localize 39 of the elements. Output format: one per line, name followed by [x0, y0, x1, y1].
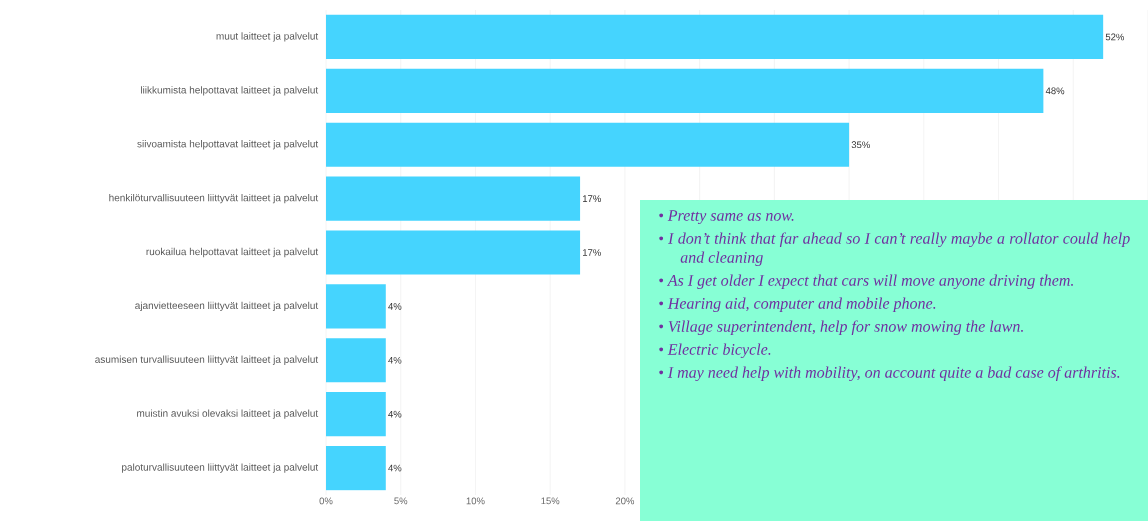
data-label: 17%	[583, 195, 601, 202]
y-tick-label: asumisen turvallisuuteen liittyvät laitteet ja palvelut	[95, 355, 319, 365]
data-label: 4%	[388, 356, 402, 364]
y-tick-label: paloturvallisuuteen liittyvät laitteet ja palvelut	[122, 463, 319, 473]
data-label: 17%	[583, 249, 601, 256]
data-label: 4%	[388, 410, 402, 418]
x-tick-label: 5%	[394, 497, 408, 505]
y-tick-label: henkilöturvallisuuteen liittyvät laitteet ja palvelut	[109, 193, 319, 204]
annotation: • Hearing aid, computer and mobile phone.	[659, 297, 936, 313]
annotation: • I don’t think that far ahead so I can’t really maybe a rollator could help and cleaning	[659, 232, 1130, 267]
y-tick-label: muut laitteet ja palvelut	[216, 32, 319, 42]
x-tick-label: 15%	[541, 497, 560, 505]
data-label: 52%	[1105, 33, 1125, 41]
bar	[326, 68, 1044, 113]
y-tick-label: liikkumista helpottavat laitteet ja palvelut	[141, 86, 319, 96]
bar	[326, 338, 386, 383]
bar	[326, 122, 850, 167]
bar	[326, 284, 386, 329]
y-tick-label: ruokailua helpottavat laitteet ja palvelut	[146, 247, 319, 258]
y-tick-label: muistin avuksi olevaksi laitteet ja palvelut	[137, 409, 319, 419]
y-tick-label: ajanvietteeseen liittyvät laitteet ja palvelut	[135, 301, 319, 312]
annotation: • Electric bicycle.	[659, 343, 771, 359]
annotation: • I may need help with mobility, on account quite a bad case of arthritis.	[659, 366, 1120, 382]
x-tick-label: 0%	[319, 497, 333, 505]
data-label: 4%	[388, 303, 402, 310]
annotation: • Village superintendent, help for snow mowing the lawn.	[659, 320, 1023, 336]
annotation: • Pretty same as now.	[659, 210, 794, 225]
bar	[326, 392, 386, 437]
bar	[326, 14, 1104, 60]
x-tick-label: 10%	[466, 497, 485, 505]
bar	[326, 176, 581, 221]
x-tick-label: 20%	[615, 497, 635, 505]
annotation: • As I get older I expect that cars will move anyone driving them.	[659, 274, 1073, 290]
data-label: 4%	[388, 464, 402, 472]
y-tick-label: siivoamista helpottavat laitteet ja palvelut	[137, 140, 319, 150]
data-label: 48%	[1045, 87, 1065, 95]
bar	[326, 445, 386, 491]
bar	[326, 230, 581, 275]
data-label: 35%	[851, 141, 870, 149]
